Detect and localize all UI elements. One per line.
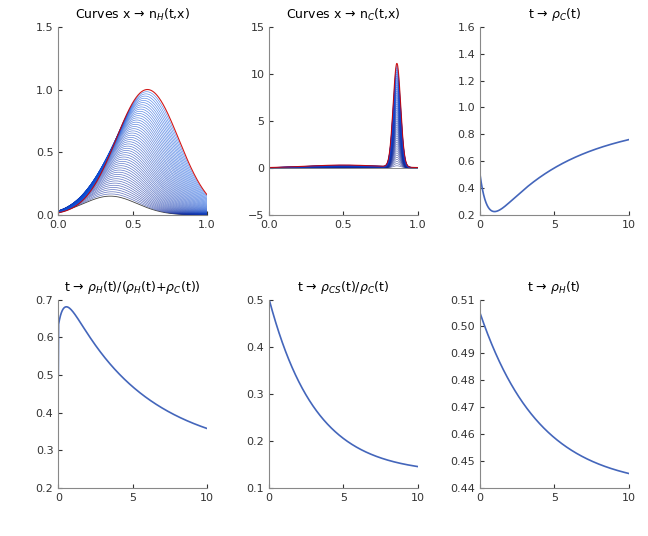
Title: Curves x → n$_C$(t,x): Curves x → n$_C$(t,x) [286,6,400,23]
Title: Curves x → n$_H$(t,x): Curves x → n$_H$(t,x) [75,6,190,23]
Title: t → $\rho_{CS}$(t)/$\rho_C$(t): t → $\rho_{CS}$(t)/$\rho_C$(t) [297,279,389,296]
Title: t → $\rho_C$(t): t → $\rho_C$(t) [527,6,581,24]
Title: t → $\rho_H$(t): t → $\rho_H$(t) [527,279,581,296]
Title: t → $\rho_H$(t)/($\rho_H$(t)+$\rho_C$(t)): t → $\rho_H$(t)/($\rho_H$(t)+$\rho_C$(t)… [64,279,201,296]
